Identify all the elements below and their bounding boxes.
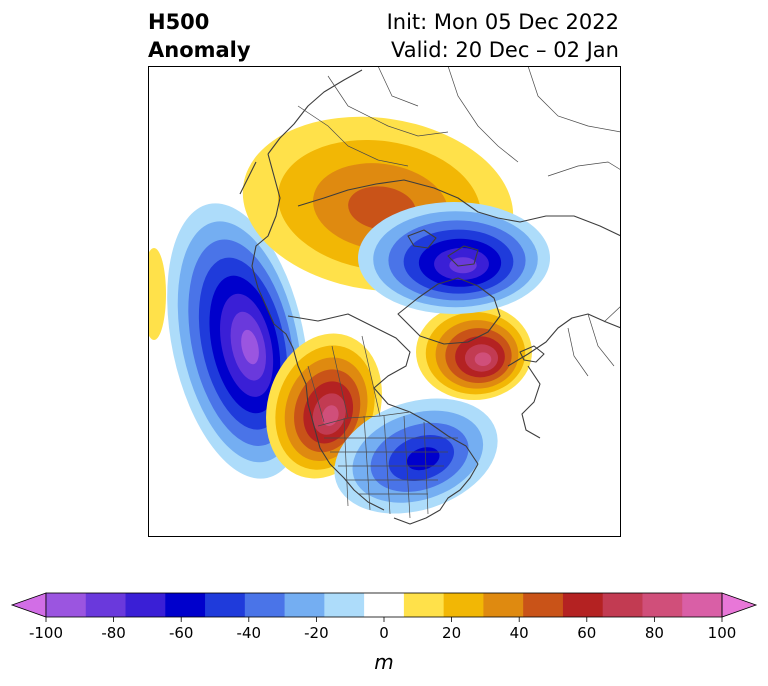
- contour-level: [474, 352, 492, 367]
- colorbar-unit-label: m: [374, 650, 393, 674]
- colorbar-tick-label: 60: [577, 624, 596, 642]
- colorbar-segment: [642, 593, 683, 617]
- colorbar-tick-label: -20: [304, 624, 329, 642]
- colorbar-segment: [244, 593, 286, 617]
- colorbar-segment: [85, 593, 127, 617]
- colorbar-tick-label: -100: [29, 624, 63, 642]
- title-field: Anomaly: [148, 38, 251, 62]
- colorbar-tick-label: 0: [379, 624, 389, 642]
- colorbar-segment: [523, 593, 564, 617]
- colorbar-segment: [165, 593, 206, 617]
- colorbar-tick-label: 20: [442, 624, 461, 642]
- arctic-low-contours: [358, 202, 550, 314]
- colorbar-segment: [403, 593, 445, 617]
- contour-level: [148, 248, 166, 340]
- anomaly-map: [148, 66, 621, 537]
- coastlines: [239, 69, 621, 525]
- colorbar-tick-label: -60: [169, 624, 194, 642]
- colorbar-tick-label: -40: [237, 624, 262, 642]
- colorbar-segments: [10, 592, 758, 618]
- colorbar-tick-label: 100: [708, 624, 737, 642]
- contour-level: [406, 447, 440, 471]
- colorbar-segment: [682, 593, 723, 617]
- colorbar-segment: [364, 593, 405, 617]
- colorbar-segment: [205, 593, 246, 617]
- contour-level: [322, 405, 339, 426]
- title-variable: H500: [148, 10, 210, 34]
- atlantic-ridge-contours: [416, 304, 532, 400]
- colorbar-tick-label: -80: [101, 624, 126, 642]
- colorbar-segment: [324, 593, 365, 617]
- colorbar: -100 -80 -60 -40 -20 0 20 40 60 80 100 m: [10, 592, 758, 674]
- edge-ridge-contours: [148, 248, 166, 340]
- colorbar-segment: [125, 593, 166, 617]
- borders: [297, 66, 621, 519]
- map-frame: [148, 66, 621, 537]
- colorbar-tick-label: 40: [510, 624, 529, 642]
- colorbar-segment: [602, 593, 643, 617]
- title-right: Init: Mon 05 Dec 2022 Valid: 20 Dec – 02…: [387, 8, 619, 64]
- title-left: H500 Anomaly: [148, 8, 251, 64]
- contour-level: [241, 329, 259, 365]
- colorbar-segment: [46, 593, 87, 617]
- title-init: Init: Mon 05 Dec 2022: [386, 10, 619, 34]
- colorbar-ticks: -100 -80 -60 -40 -20 0 20 40 60 80 100: [29, 617, 736, 642]
- colorbar-segment: [443, 593, 484, 617]
- colorbar-extend-max: [721, 592, 758, 618]
- anomaly-contours: [148, 116, 550, 514]
- colorbar-segment: [284, 593, 325, 617]
- colorbar-segment: [483, 593, 524, 617]
- title-valid: Valid: 20 Dec – 02 Jan: [390, 38, 619, 62]
- colorbar-extend-min: [10, 592, 47, 618]
- colorbar-segment: [562, 593, 604, 617]
- colorbar-tick-label: 80: [645, 624, 664, 642]
